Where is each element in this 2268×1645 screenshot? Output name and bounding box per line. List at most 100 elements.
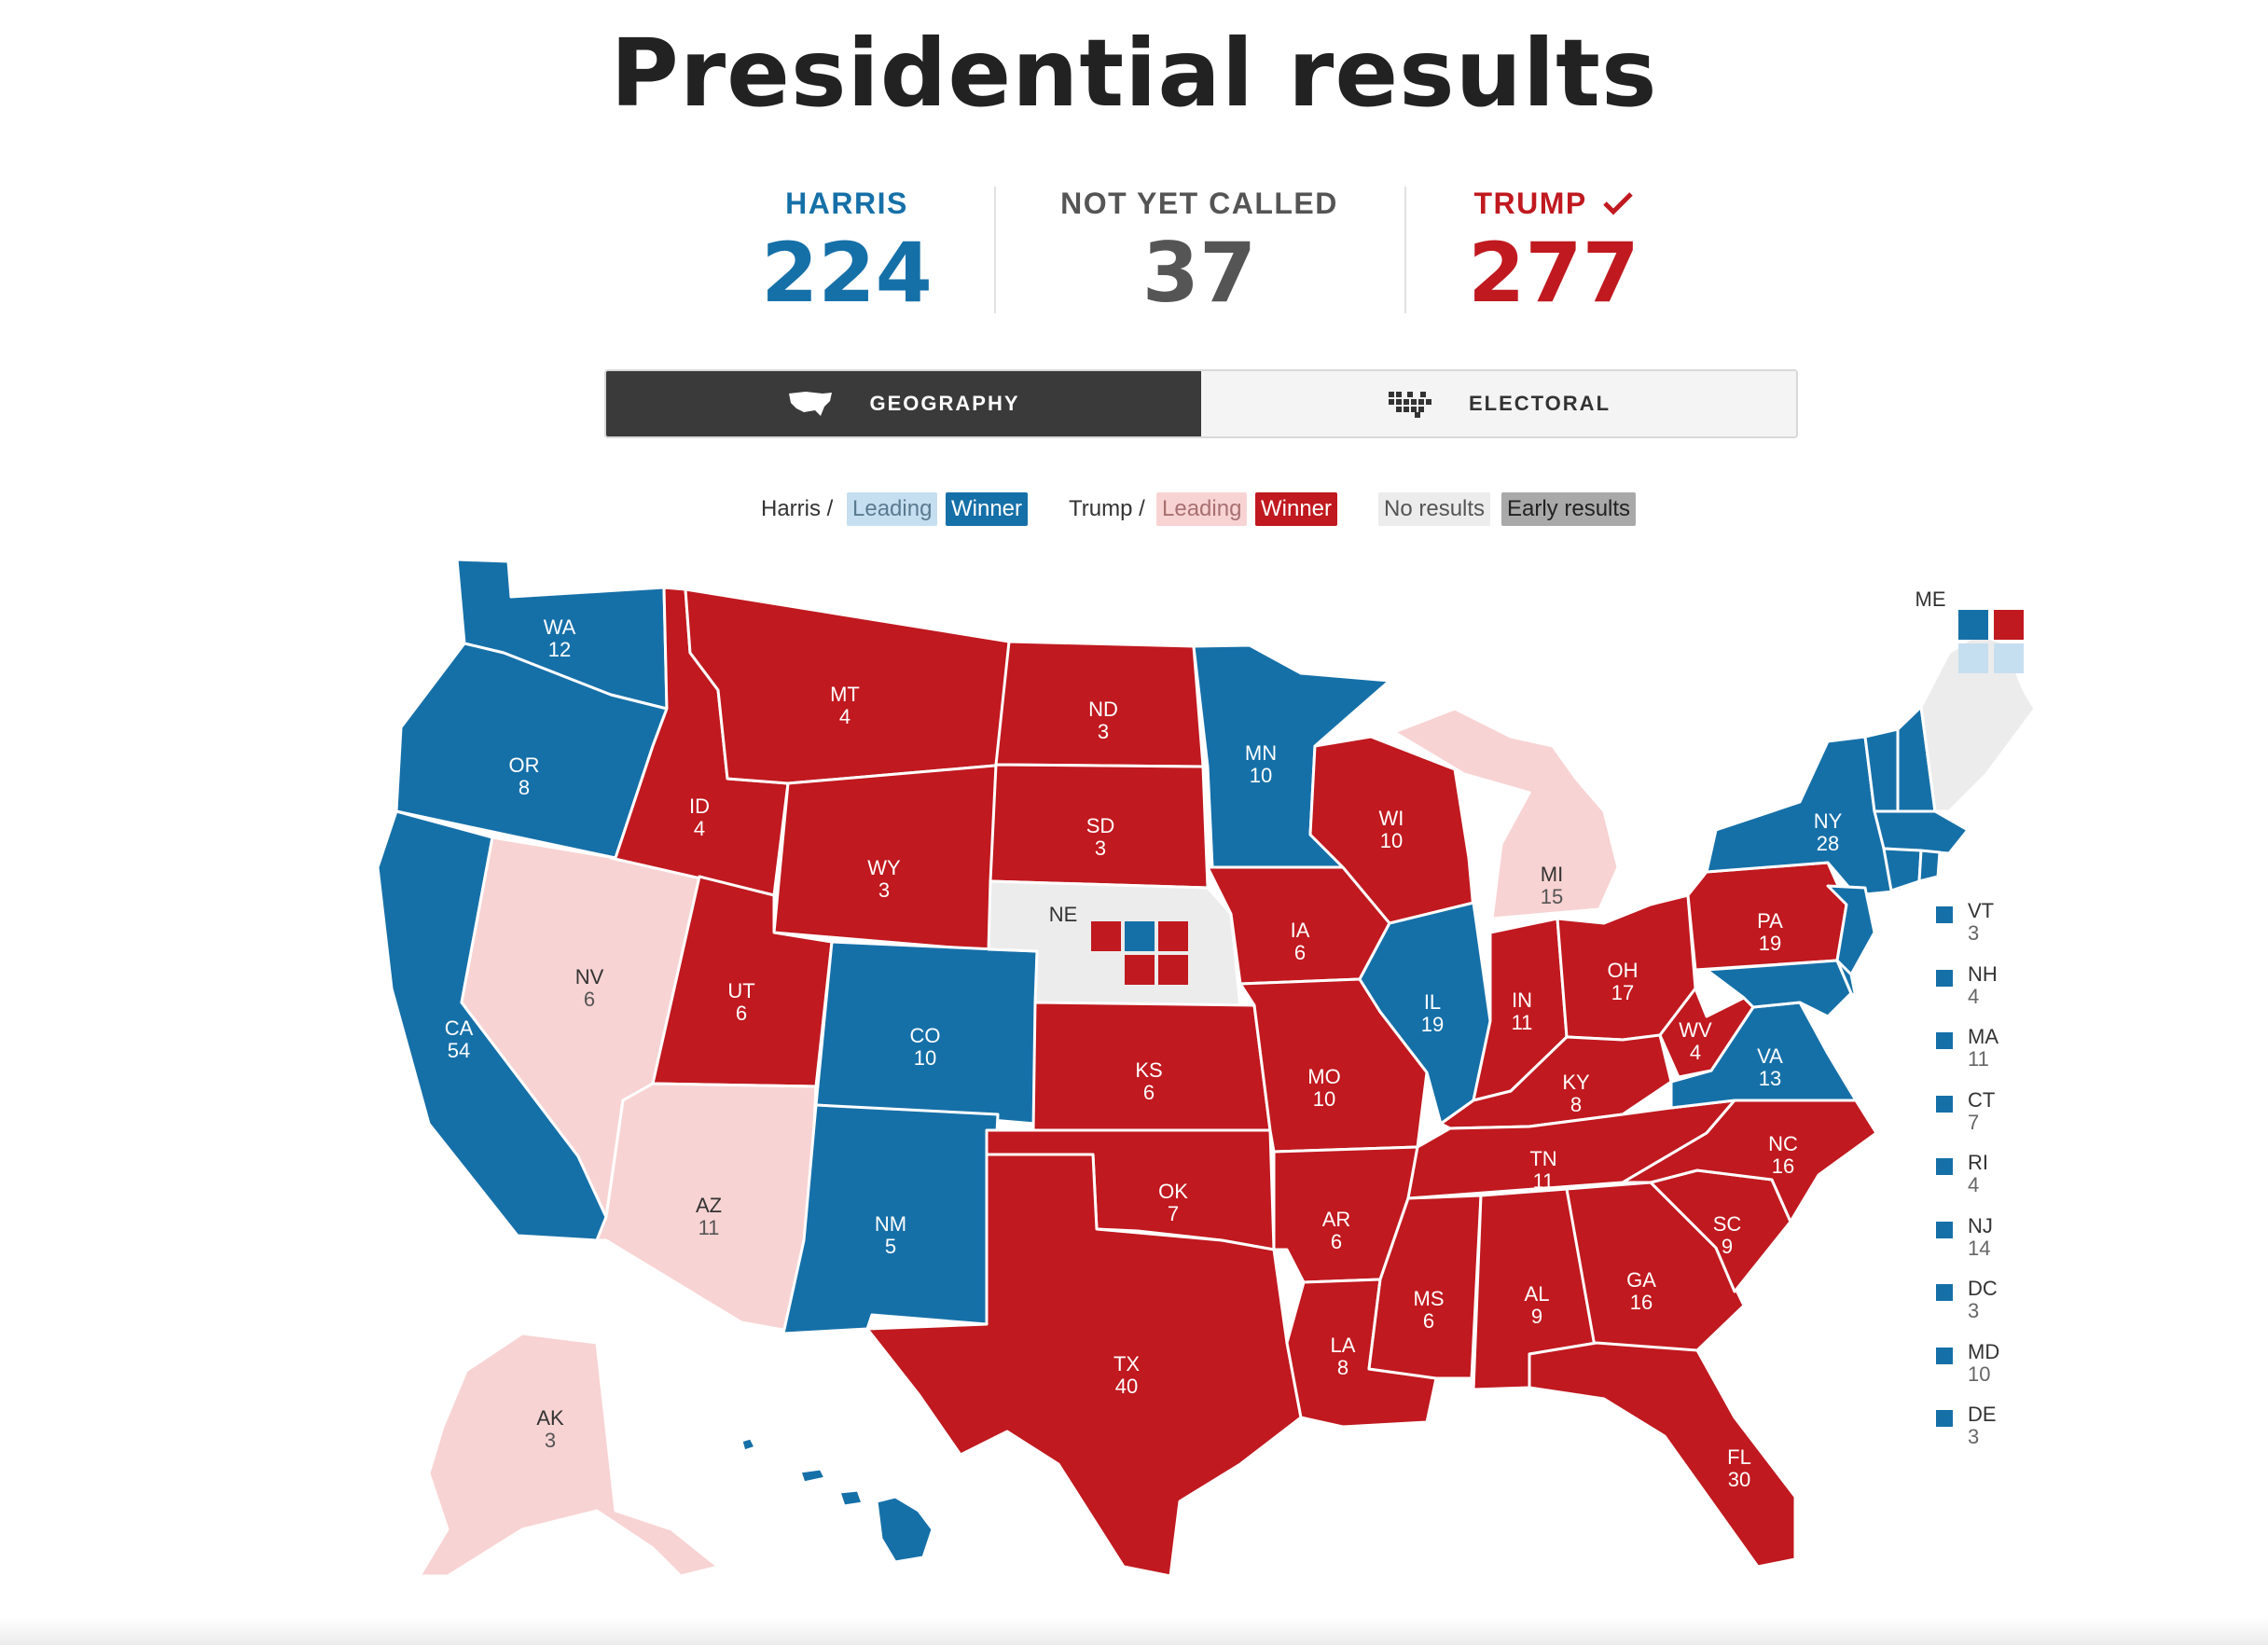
small-state-abbr: NJ <box>1968 1213 1993 1237</box>
state-ev-sc: 9 <box>1722 1235 1733 1258</box>
state-label-ia: IA <box>1291 919 1310 942</box>
state-ev-ar: 6 <box>1331 1230 1342 1253</box>
state-label-me: ME <box>1915 588 1946 611</box>
us-map: WA12OR8CA54NV6ID4MT4WY3UT6AZ11CO10NM5ND3… <box>376 558 2037 1578</box>
state-ev-nc: 16 <box>1772 1154 1794 1178</box>
page-fade <box>0 1617 2268 1645</box>
small-state-swatch <box>1936 1032 1953 1049</box>
small-state-dc[interactable]: DC 3 <box>1936 1277 2048 1334</box>
me-district-box[interactable] <box>1994 643 2024 673</box>
state-ev-wv: 4 <box>1690 1041 1701 1064</box>
state-ev-az: 11 <box>698 1216 720 1239</box>
me-district-box[interactable] <box>1958 643 1988 673</box>
small-state-abbr: MD <box>1968 1339 2000 1363</box>
tab-geography[interactable]: GEOGRAPHY <box>606 371 1201 436</box>
ne-district-box[interactable] <box>1125 955 1155 985</box>
state-nc[interactable] <box>1621 1099 1878 1223</box>
small-state-de[interactable]: DE 3 <box>1936 1403 2048 1460</box>
state-ev-mi: 15 <box>1541 885 1563 908</box>
legend-harris-winner: Winner <box>946 492 1029 526</box>
state-label-nd: ND <box>1088 698 1118 721</box>
state-label-in: IN <box>1512 988 1532 1012</box>
tab-electoral[interactable]: ELECTORAL <box>1201 371 1796 436</box>
trump-label: TRUMP <box>1473 187 1587 220</box>
check-icon <box>1602 192 1633 215</box>
state-label-hi: HI <box>812 1520 833 1543</box>
me-district-box[interactable] <box>1958 610 1988 640</box>
small-state-ri[interactable]: RI 4 <box>1936 1151 2048 1209</box>
me-district-box[interactable] <box>1994 610 2024 640</box>
small-state-ma[interactable]: MA 11 <box>1936 1025 2048 1083</box>
view-toggle: GEOGRAPHY ELECTORAL <box>604 369 1798 438</box>
state-de[interactable] <box>1835 959 1858 1000</box>
tab-geography-label: GEOGRAPHY <box>869 392 1020 415</box>
electoral-tally: HARRIS 224 NOT YET CALLED 37 TRUMP 277 <box>0 187 2268 321</box>
ne-district-box[interactable] <box>1125 921 1155 951</box>
small-state-vt[interactable]: VT 3 <box>1936 899 2048 957</box>
state-ma[interactable] <box>1873 809 1970 855</box>
state-label-ak: AK <box>536 1406 564 1430</box>
small-state-swatch <box>1936 1221 1953 1238</box>
state-label-ar: AR <box>1322 1208 1351 1231</box>
state-label-or: OR <box>509 753 540 777</box>
small-state-ev: 3 <box>1968 921 1980 945</box>
state-label-id: ID <box>689 795 710 818</box>
small-state-swatch <box>1936 969 1953 987</box>
legend-early-results: Early results <box>1501 492 1637 526</box>
state-hi-island[interactable] <box>837 1488 864 1508</box>
tab-electoral-label: ELECTORAL <box>1468 392 1611 415</box>
legend-no-results: No results <box>1378 492 1491 526</box>
legend-trump: Trump / <box>1069 496 1145 521</box>
state-ct[interactable] <box>1882 847 1923 892</box>
state-label-ne: NE <box>1049 903 1078 926</box>
state-ev-ms: 6 <box>1423 1309 1434 1333</box>
not-called-count: 37 <box>1141 225 1257 321</box>
small-state-abbr: NH <box>1968 961 1998 986</box>
trump-label-row: TRUMP <box>1376 187 1731 221</box>
ne-district-box[interactable] <box>1158 955 1188 985</box>
harris-label: HARRIS <box>785 187 908 220</box>
state-fl[interactable] <box>1528 1341 1797 1569</box>
state-ri[interactable] <box>1917 849 1942 883</box>
state-label-nv: NV <box>575 965 604 988</box>
state-ev-hi: 4 <box>817 1542 828 1566</box>
state-label-va: VA <box>1757 1044 1783 1068</box>
state-ev-mn: 10 <box>1250 764 1272 787</box>
state-ev-ok: 7 <box>1168 1202 1179 1225</box>
harris-count: 224 <box>761 225 933 321</box>
state-label-sd: SD <box>1086 814 1115 837</box>
state-ev-wy: 3 <box>878 878 890 902</box>
small-state-md[interactable]: MD 10 <box>1936 1339 2048 1398</box>
state-ev-ca: 54 <box>448 1039 470 1062</box>
ne-district-box[interactable] <box>1091 921 1121 951</box>
state-tx[interactable] <box>865 1153 1303 1578</box>
harris-tally: HARRIS 224 <box>670 187 1024 321</box>
small-state-nh[interactable]: NH 4 <box>1936 961 2048 1020</box>
small-state-nj[interactable]: NJ 14 <box>1936 1213 2048 1272</box>
state-ev-la: 8 <box>1337 1356 1348 1379</box>
state-label-ms: MS <box>1414 1287 1445 1310</box>
state-ev-nm: 5 <box>885 1235 896 1258</box>
state-ev-ny: 28 <box>1817 832 1839 855</box>
small-state-ev: 10 <box>1968 1362 1991 1386</box>
state-label-nm: NM <box>875 1212 906 1236</box>
state-hi-island[interactable] <box>798 1467 827 1485</box>
state-hi[interactable] <box>875 1495 934 1564</box>
divider <box>1404 187 1406 313</box>
ne-district-box[interactable] <box>1158 921 1188 951</box>
not-called-tally: NOT YET CALLED 37 <box>1022 187 1376 321</box>
state-ev-fl: 30 <box>1728 1468 1750 1491</box>
state-label-pa: PA <box>1757 909 1783 933</box>
state-mi[interactable] <box>1392 707 1620 920</box>
legend-harris-leading: Leading <box>847 492 938 526</box>
state-ak[interactable] <box>418 1332 720 1578</box>
small-state-ct[interactable]: CT 7 <box>1936 1087 2048 1146</box>
state-ev-nd: 3 <box>1098 720 1109 743</box>
state-hi-island[interactable] <box>740 1436 757 1453</box>
small-state-swatch <box>1936 1410 1953 1427</box>
small-state-ev: 7 <box>1968 1110 1980 1134</box>
state-ev-id: 4 <box>694 817 705 840</box>
small-state-ev: 11 <box>1968 1047 1989 1071</box>
small-state-abbr: CT <box>1968 1087 1996 1112</box>
state-label-ok: OK <box>1158 1180 1188 1203</box>
